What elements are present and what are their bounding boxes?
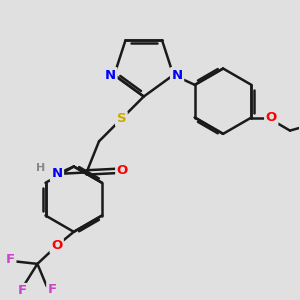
Text: O: O [51, 239, 62, 252]
Text: N: N [51, 167, 63, 181]
Text: N: N [105, 68, 116, 82]
Text: N: N [172, 68, 183, 82]
Text: F: F [6, 253, 15, 266]
Text: O: O [117, 164, 128, 177]
Text: S: S [117, 112, 126, 125]
Text: F: F [17, 284, 26, 297]
Text: O: O [266, 111, 277, 124]
Text: F: F [48, 283, 57, 296]
Text: H: H [36, 164, 45, 173]
